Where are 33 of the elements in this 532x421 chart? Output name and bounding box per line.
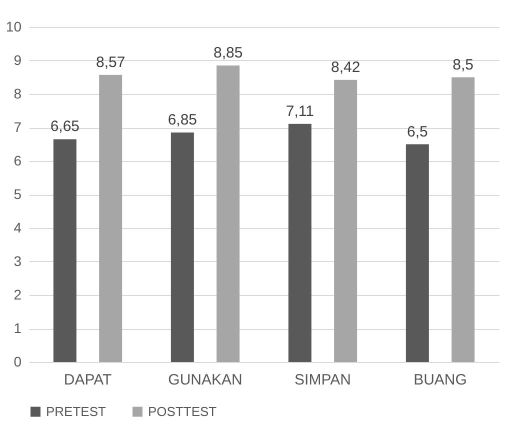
bar (406, 144, 429, 362)
data-label: 7,11 (286, 102, 314, 120)
bar (452, 77, 475, 362)
y-tick-label: 10 (6, 18, 22, 34)
y-tick-label: 9 (14, 52, 22, 68)
data-label: 8,85 (213, 44, 243, 62)
legend-label: POSTTEST (148, 404, 217, 419)
data-label: 6,65 (50, 118, 80, 136)
x-tick-label: BUANG (414, 372, 467, 388)
y-tick-label: 2 (14, 286, 22, 302)
bar (288, 124, 312, 362)
y-tick-label: 4 (14, 220, 22, 236)
data-label: 8,5 (452, 56, 474, 74)
x-tick-label: GUNAKAN (168, 372, 242, 388)
y-tick-label: 6 (14, 152, 22, 168)
data-label: 6,5 (406, 123, 428, 140)
bar (53, 139, 76, 362)
bar (334, 80, 358, 362)
legend-label: PRETEST (46, 404, 106, 419)
x-tick-label: SIMPAN (294, 372, 351, 388)
y-tick-label: 8 (14, 86, 22, 102)
x-tick-label: DAPAT (64, 372, 112, 388)
y-tick-label: 5 (14, 186, 22, 202)
bar (216, 66, 240, 362)
y-tick-label: 1 (14, 320, 22, 336)
data-label: 8,42 (330, 58, 360, 76)
bar (99, 74, 122, 362)
data-label: 6,85 (168, 112, 198, 129)
y-tick-label: 0 (14, 354, 22, 370)
y-tick-label: 7 (14, 119, 22, 135)
y-tick-label: 3 (14, 253, 22, 269)
bar (170, 132, 194, 362)
data-label: 8,57 (96, 54, 126, 71)
